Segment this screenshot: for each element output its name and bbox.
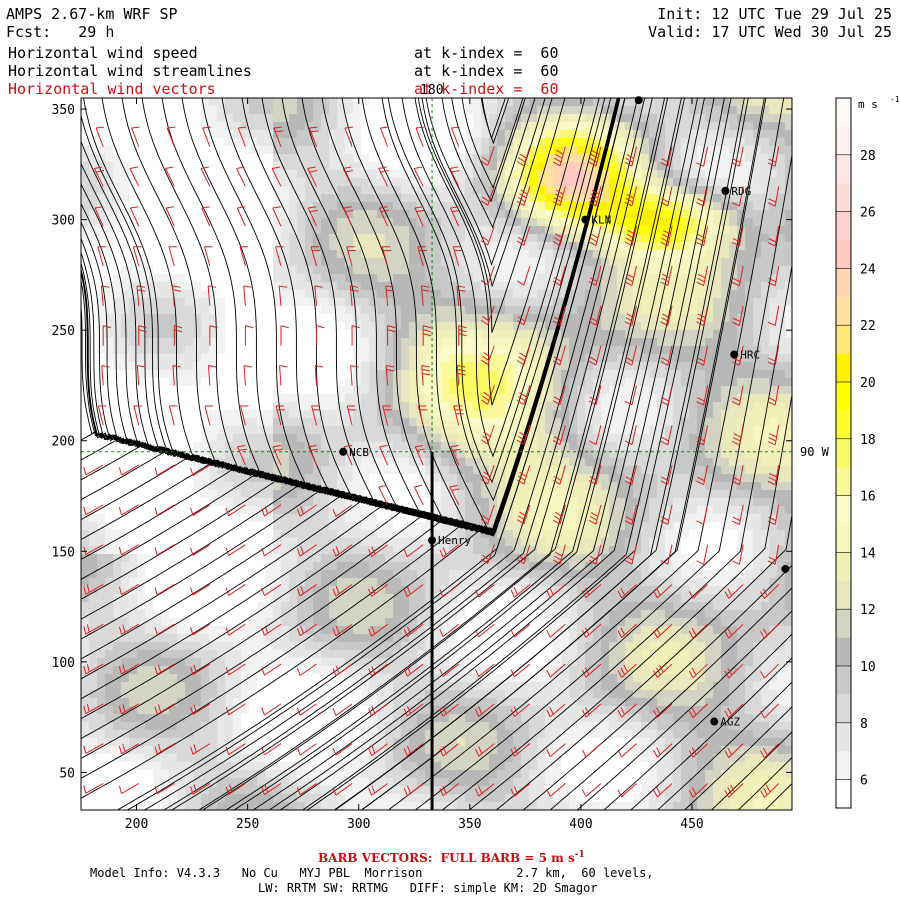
wind-barbs bbox=[83, 126, 780, 798]
y-tick-label: 250 bbox=[52, 324, 75, 339]
parallel-label: 90 W bbox=[800, 445, 830, 459]
colorbar-tick-label: 26 bbox=[860, 206, 876, 221]
colorbar-frame bbox=[835, 97, 852, 809]
station-label: HRC bbox=[740, 348, 760, 361]
colorbar-tick-label: 14 bbox=[860, 546, 876, 561]
colorbar-bin bbox=[836, 666, 851, 695]
barb-note: BARB VECTORS: FULL BARB = 5 m s-1 bbox=[318, 850, 585, 865]
meridian-label: 180 bbox=[420, 83, 443, 98]
station-marker bbox=[634, 96, 643, 105]
colorbar-tick-label: 18 bbox=[860, 433, 876, 448]
field-level-3: at k-index = 60 bbox=[414, 80, 559, 98]
colorbar-bin bbox=[836, 268, 851, 297]
colorbar-bin bbox=[836, 438, 851, 468]
colorbar-tick-label: 12 bbox=[860, 603, 876, 618]
y-tick-label: 100 bbox=[52, 656, 75, 671]
colorbar-bin bbox=[836, 154, 851, 184]
station-marker bbox=[339, 447, 348, 456]
colorbar-unit-sup: -1 bbox=[890, 95, 900, 104]
colorbar-bin bbox=[836, 126, 851, 155]
colorbar-bin bbox=[836, 524, 851, 553]
x-tick-label: 200 bbox=[125, 817, 148, 832]
x-tick-label: 400 bbox=[569, 817, 592, 832]
colorbar-tick-label: 20 bbox=[860, 376, 876, 391]
station-label: RDG bbox=[731, 185, 751, 198]
map-overlay: 180 90 W NCB Henry KLN RDG HRC AGZ bbox=[81, 83, 830, 810]
station-marker bbox=[710, 717, 719, 726]
colorbar-tick-label: 16 bbox=[860, 490, 876, 505]
fcst-label: Fcst: bbox=[6, 23, 52, 41]
init-time: Init: 12 UTC Tue 29 Jul 25 bbox=[657, 5, 892, 23]
station-label: KLN bbox=[591, 214, 611, 227]
colorbar-unit: m s bbox=[858, 98, 878, 111]
colorbar-bin bbox=[836, 410, 851, 439]
colorbar-bin bbox=[836, 637, 851, 666]
y-tick-label: 150 bbox=[52, 545, 75, 560]
colorbar-tick-label: 10 bbox=[860, 660, 876, 675]
station-marker bbox=[730, 350, 739, 359]
x-tick-label: 250 bbox=[236, 817, 259, 832]
colorbar-tick-label: 22 bbox=[860, 319, 876, 334]
x-tick-label: 300 bbox=[347, 817, 370, 832]
station-marker bbox=[428, 536, 437, 545]
colorbar-bin bbox=[836, 296, 851, 326]
model-info-1: Model Info: V4.3.3 No Cu MYJ PBL Morriso… bbox=[90, 866, 654, 880]
y-tick-label: 200 bbox=[52, 435, 75, 450]
barb-note-text: BARB VECTORS: FULL BARB = 5 m s bbox=[318, 851, 575, 865]
x-tick-label: 350 bbox=[458, 817, 481, 832]
station-marker bbox=[721, 186, 730, 195]
station-marker bbox=[781, 564, 790, 573]
valid-time: Valid: 17 UTC Wed 30 Jul 25 bbox=[648, 23, 892, 41]
colorbar-tick-label: 24 bbox=[860, 262, 876, 277]
colorbar-bin bbox=[836, 240, 851, 269]
station-marker bbox=[581, 215, 590, 224]
station-label: AGZ bbox=[720, 716, 740, 729]
colorbar-bin bbox=[836, 183, 851, 212]
plot-frame bbox=[80, 97, 793, 811]
colorbar-tick-label: 8 bbox=[860, 717, 868, 732]
forecast-label: Fcst: 29 h bbox=[6, 23, 114, 41]
colorbar-bin bbox=[836, 751, 851, 780]
fcst-value: 29 h bbox=[78, 23, 115, 41]
colorbar-bin bbox=[836, 467, 851, 496]
y-tick-label: 50 bbox=[59, 766, 75, 781]
colorbar: 6 8 10 12 14 16 18 20 22 24 26 28 m s -1 bbox=[835, 95, 900, 809]
colorbar-bin bbox=[836, 779, 851, 808]
field-level-2: at k-index = 60 bbox=[414, 62, 559, 80]
field-level-1: at k-index = 60 bbox=[414, 44, 559, 62]
field-name-1: Horizontal wind speed bbox=[8, 44, 198, 62]
colorbar-bin bbox=[836, 722, 851, 752]
colorbar-bin bbox=[836, 609, 851, 638]
colorbar-tick-label: 6 bbox=[860, 774, 868, 789]
y-tick-label: 350 bbox=[52, 103, 75, 118]
colorbar-bin bbox=[836, 325, 851, 354]
axes: 200 250 300 350 400 450 50 100 150 200 250 300 350 bbox=[52, 98, 792, 832]
colorbar-bin bbox=[836, 580, 851, 610]
field-name-3: Horizontal wind vectors bbox=[8, 80, 216, 98]
field-name-2: Horizontal wind streamlines bbox=[8, 62, 252, 80]
barb-note-unit-sup: -1 bbox=[574, 850, 585, 860]
station-label: NCB bbox=[349, 446, 369, 459]
model-info-2: LW: RRTM SW: RRTMG DIFF: simple KM: 2D S… bbox=[258, 881, 598, 895]
x-tick-label: 450 bbox=[680, 817, 703, 832]
colorbar-bin bbox=[836, 382, 851, 411]
colorbar-tick-label: 28 bbox=[860, 149, 876, 164]
colorbar-bin bbox=[836, 211, 851, 240]
colorbar-bin bbox=[836, 694, 851, 723]
station-label: Henry bbox=[438, 534, 471, 547]
colorbar-bin bbox=[836, 495, 851, 524]
colorbar-bin bbox=[836, 552, 851, 581]
colorbar-bin bbox=[836, 353, 851, 382]
model-title: AMPS 2.67-km WRF SP bbox=[6, 5, 178, 23]
streamlines bbox=[81, 98, 792, 810]
colorbar-bin bbox=[836, 98, 851, 127]
y-tick-label: 300 bbox=[52, 214, 75, 229]
